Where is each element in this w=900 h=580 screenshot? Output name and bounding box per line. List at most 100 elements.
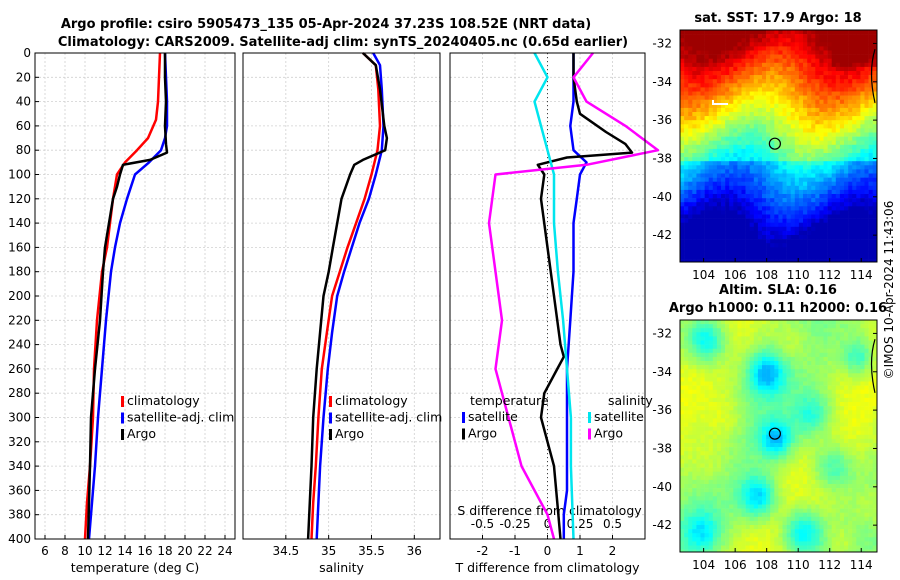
- map-cell: [786, 173, 791, 178]
- map-cell: [700, 471, 705, 477]
- map-cell: [716, 136, 722, 141]
- map-cell: [794, 361, 800, 366]
- map-cell: [684, 369, 689, 374]
- map-cell: [798, 422, 804, 427]
- map-cell: [852, 426, 857, 431]
- map-cell: [692, 54, 697, 59]
- map-cell: [704, 83, 709, 88]
- map-cell: [700, 75, 705, 80]
- top-tick-label: 0.25: [567, 517, 594, 531]
- map-cell: [712, 475, 718, 481]
- map-cell: [827, 385, 832, 390]
- map-cell: [827, 112, 832, 117]
- map-cell: [844, 222, 849, 228]
- map-cell: [749, 467, 755, 472]
- map-cell: [852, 402, 857, 407]
- map-cell: [852, 467, 857, 472]
- map-cell: [774, 235, 779, 240]
- map-cell: [835, 361, 841, 366]
- map-cell: [700, 99, 705, 105]
- map-cell: [737, 361, 742, 366]
- map-cell: [860, 430, 865, 436]
- map-cell: [778, 369, 783, 374]
- map-cell: [770, 259, 775, 262]
- map-cell: [815, 467, 820, 472]
- map-cell: [778, 414, 783, 419]
- map-cell: [831, 30, 837, 35]
- map-cell: [745, 443, 750, 448]
- map-cell: [716, 243, 722, 248]
- map-cell: [684, 62, 689, 68]
- map-cell: [864, 206, 869, 211]
- map-cell: [729, 181, 734, 187]
- map-cell: [856, 189, 861, 195]
- y-tick-label: 140: [8, 216, 31, 230]
- map-cell: [794, 365, 800, 370]
- map-y-tick-label: -40: [652, 190, 672, 204]
- map-cell: [696, 389, 701, 395]
- map-cell: [798, 235, 804, 240]
- map-cell: [749, 361, 755, 366]
- map-cell: [823, 235, 828, 240]
- map-cell: [823, 87, 828, 92]
- map-cell: [696, 83, 701, 88]
- map-cell: [766, 475, 771, 481]
- map-cell: [708, 328, 714, 333]
- map-cell: [852, 369, 857, 374]
- x-tick-label: 12: [97, 544, 112, 558]
- y-tick-label: 100: [8, 168, 31, 182]
- map-cell: [716, 239, 722, 244]
- map-cell: [741, 185, 746, 191]
- map-cell: [762, 120, 767, 125]
- map-cell: [721, 91, 726, 96]
- map-cell: [684, 230, 689, 236]
- map-cell: [757, 128, 763, 133]
- map-cell: [729, 38, 734, 43]
- map-cell: [815, 112, 820, 117]
- map-cell: [819, 95, 824, 100]
- map-cell: [844, 467, 849, 472]
- map-cell: [688, 83, 693, 88]
- map-cell: [770, 365, 775, 370]
- map-cell: [790, 66, 796, 72]
- map-cell: [835, 381, 841, 386]
- map-cell: [737, 430, 742, 436]
- map-cell: [794, 356, 800, 362]
- map-cell: [692, 471, 697, 477]
- map-cell: [741, 434, 746, 440]
- map-cell: [753, 255, 759, 260]
- map-cell: [684, 447, 689, 452]
- map-cell: [803, 136, 808, 141]
- map-cell: [864, 410, 869, 415]
- map-cell: [745, 87, 750, 92]
- map-cell: [794, 71, 800, 76]
- map-cell: [815, 177, 820, 182]
- map-cell: [680, 144, 685, 150]
- map-cell: [762, 356, 767, 362]
- map-cell: [844, 91, 849, 96]
- map-cell: [704, 206, 709, 211]
- x-axis-label: salinity: [319, 560, 364, 575]
- map-cell: [762, 251, 767, 256]
- map-cell: [872, 332, 877, 337]
- map-cell: [696, 173, 701, 178]
- map-cell: [749, 447, 755, 452]
- map-cell: [725, 373, 730, 378]
- map-cell: [831, 107, 837, 113]
- map-cell: [741, 107, 746, 113]
- map-cell: [696, 140, 701, 146]
- map-cell: [737, 332, 742, 337]
- map-cell: [737, 177, 742, 182]
- map-cell: [868, 348, 873, 354]
- map-cell: [786, 332, 791, 337]
- map-cell: [725, 161, 730, 166]
- map-cell: [844, 377, 849, 382]
- map-cell: [774, 169, 779, 174]
- map-cell: [852, 87, 857, 92]
- map-cell: [794, 459, 800, 464]
- map-cell: [827, 414, 832, 419]
- map-cell: [782, 198, 787, 203]
- map-cell: [680, 222, 685, 228]
- map-cell: [774, 247, 779, 252]
- map-cell: [766, 148, 771, 154]
